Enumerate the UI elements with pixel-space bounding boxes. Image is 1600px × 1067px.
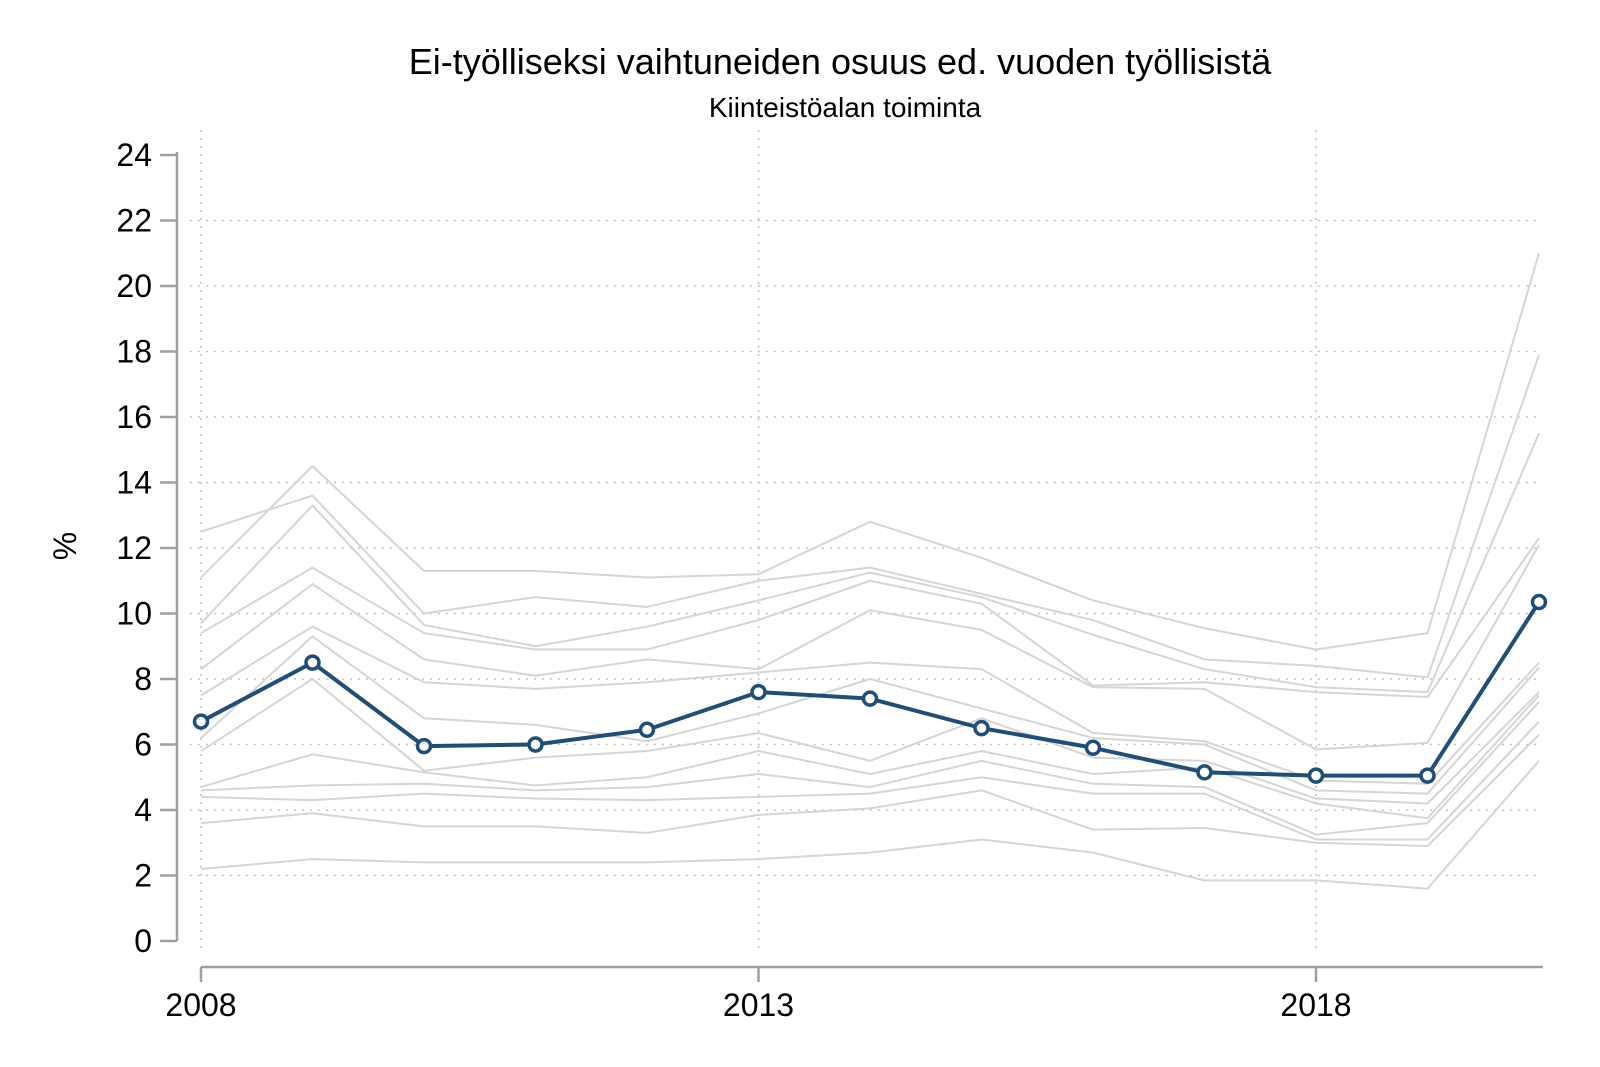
- bg-series-line: [200, 354, 1540, 679]
- x-tick-label: 2013: [723, 987, 794, 1023]
- y-tick-label: 24: [116, 137, 152, 173]
- x-tick-label: 2008: [165, 987, 236, 1023]
- bg-series-line: [200, 544, 1540, 751]
- y-tick-label: 2: [134, 858, 152, 894]
- y-axis-label: %: [47, 532, 83, 560]
- y-tick-label: 12: [116, 530, 152, 566]
- bg-series-line: [200, 635, 1540, 795]
- main-series-marker: [861, 690, 879, 707]
- y-tick-label: 16: [116, 399, 152, 435]
- grid-layer: [190, 130, 1540, 953]
- bg-series-line: [200, 733, 1540, 848]
- bg-series-line: [200, 432, 1540, 694]
- bg-series-line: [200, 678, 1540, 805]
- bg-series-line: [200, 701, 1540, 836]
- y-tick-label: 22: [116, 203, 152, 239]
- y-tick-label: 14: [116, 465, 152, 501]
- bg-series-line: [200, 694, 1540, 820]
- main-series-marker: [1307, 767, 1325, 784]
- main-series-marker: [415, 737, 433, 755]
- main-series-marker: [638, 721, 656, 739]
- bg-series-line: [200, 720, 1540, 841]
- chart-title: Ei-työlliseksi vaihtuneiden osuus ed. vu…: [409, 41, 1272, 82]
- y-tick-label: 8: [134, 661, 152, 697]
- main-series-marker: [1530, 593, 1548, 611]
- main-series-marker: [750, 683, 767, 701]
- bg-series-line: [200, 537, 1540, 699]
- main-series-marker: [527, 736, 544, 753]
- bg-series-line: [200, 252, 1540, 651]
- y-tick-label: 4: [134, 792, 152, 828]
- y-tick-label: 10: [116, 596, 152, 632]
- y-tick-label: 20: [116, 268, 152, 304]
- bg-series-line: [200, 760, 1540, 890]
- main-series-marker: [1419, 767, 1436, 784]
- x-tick-label: 2018: [1280, 987, 1351, 1023]
- main-series-marker: [973, 719, 990, 737]
- main-series-marker: [1084, 739, 1102, 757]
- series-layer: [192, 252, 1548, 890]
- main-series-marker: [1196, 764, 1213, 781]
- y-tick-label: 18: [116, 334, 152, 370]
- chart-subtitle: Kiinteistöalan toiminta: [709, 92, 982, 123]
- main-series-marker: [192, 713, 210, 730]
- y-tick-label: 6: [134, 727, 152, 763]
- main-series-marker: [304, 654, 321, 671]
- y-tick-label: 0: [134, 923, 152, 959]
